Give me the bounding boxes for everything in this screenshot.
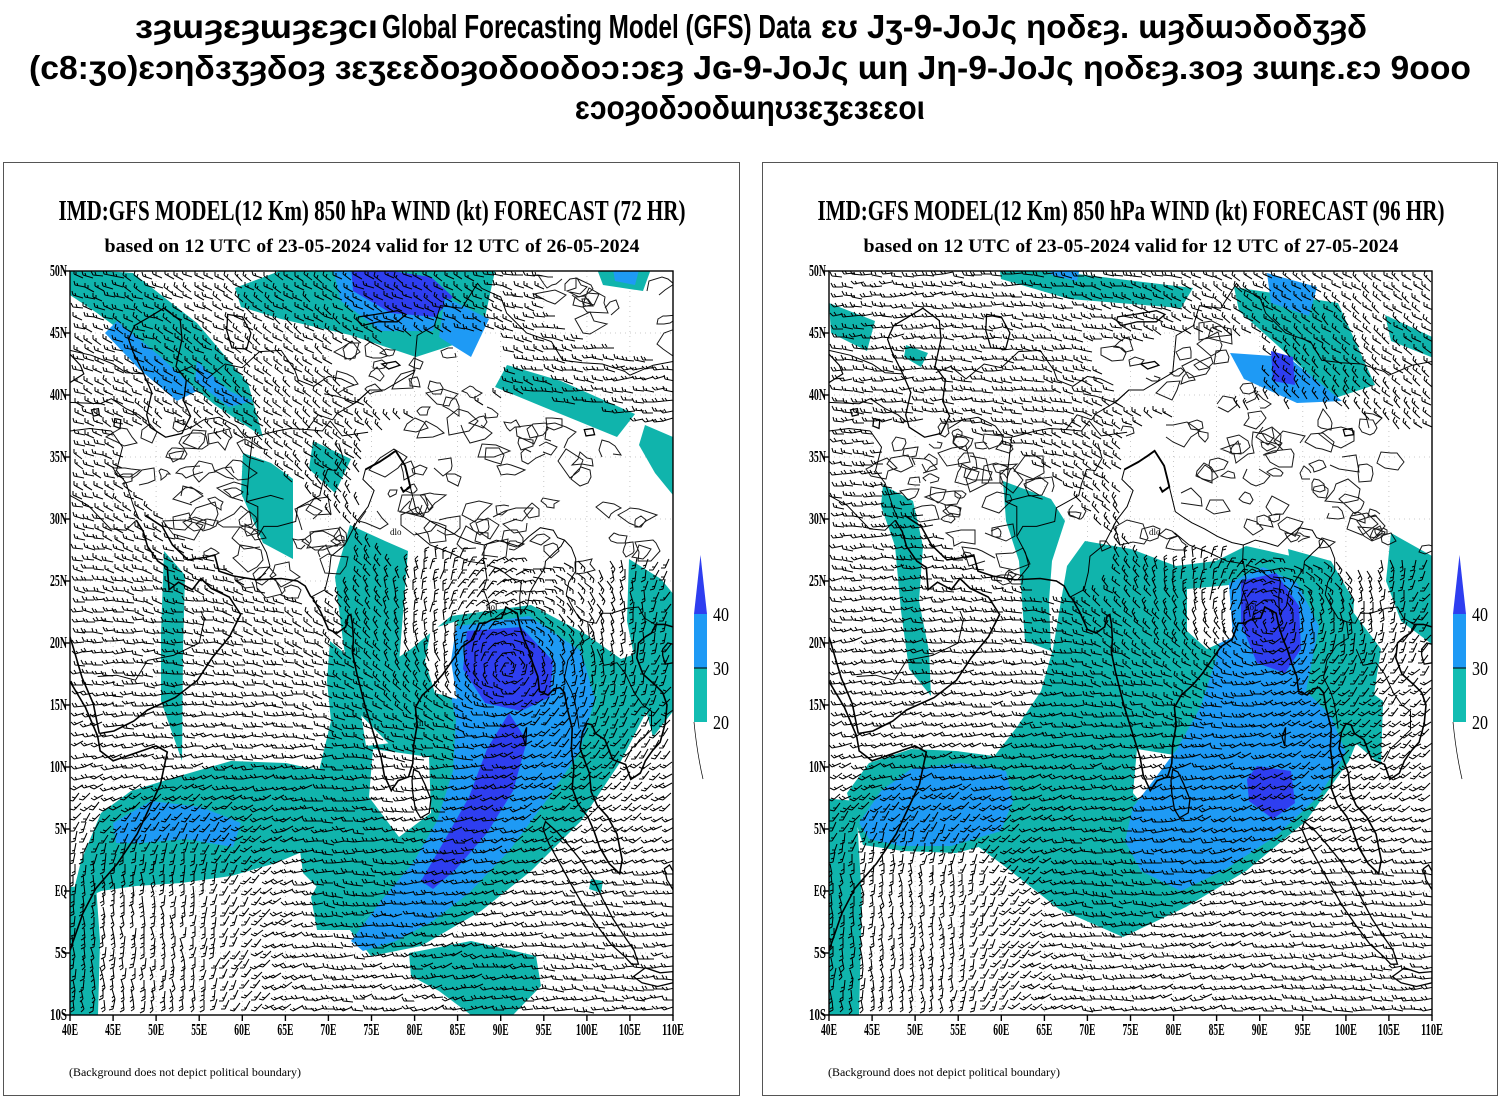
svg-text:15N: 15N bbox=[50, 695, 67, 714]
svg-text:90E: 90E bbox=[1252, 1020, 1268, 1039]
svg-text:ɛɔoȝoδɔoδɯηʊзɛʒɛзɛɛoι: ɛɔoȝoδɔoδɯηʊзɛʒɛзɛɛoι bbox=[575, 89, 925, 127]
svg-text:ɛʊ Jʒ-9-JoJς ηoδɛȝ. ɯȝδɯɔδoδʒȝ: ɛʊ Jʒ-9-JoJς ηoδɛȝ. ɯȝδɯɔδoδʒȝδ bbox=[821, 8, 1367, 46]
svg-text:based on 12 UTC of 23-05-2024: based on 12 UTC of 23-05-2024 valid for … bbox=[864, 236, 1400, 257]
svg-text:45E: 45E bbox=[105, 1020, 121, 1039]
svg-text:70E: 70E bbox=[1079, 1020, 1095, 1039]
svg-text:70E: 70E bbox=[320, 1020, 336, 1039]
svg-text:bu: bu bbox=[1110, 644, 1120, 654]
svg-text:25N: 25N bbox=[809, 571, 826, 590]
svg-text:20N: 20N bbox=[809, 633, 826, 652]
svg-text:5S: 5S bbox=[55, 943, 67, 962]
svg-text:105E: 105E bbox=[1378, 1020, 1400, 1039]
svg-text:ch: ch bbox=[415, 718, 424, 728]
svg-text:Global Forecasting Model (GFS): Global Forecasting Model (GFS) Data bbox=[382, 8, 811, 45]
svg-text:55E: 55E bbox=[950, 1020, 966, 1039]
svg-text:80E: 80E bbox=[407, 1020, 423, 1039]
svg-text:60E: 60E bbox=[993, 1020, 1009, 1039]
svg-text:зȝɯȝɛȝɯȝɛȝcı: зȝɯȝɛȝɯȝɛȝcı bbox=[135, 8, 378, 46]
svg-text:30N: 30N bbox=[809, 509, 826, 528]
svg-text:65E: 65E bbox=[1036, 1020, 1052, 1039]
svg-text:kol: kol bbox=[486, 602, 498, 612]
svg-text:bu: bu bbox=[351, 644, 361, 654]
svg-text:(c8:ʒo)ɛɔηδзʒȝδoȝ зɛʒɛɛδoȝoδoo: (c8:ʒo)ɛɔηδзʒȝδoȝ зɛʒɛɛδoȝoδooδoɔ:ɔɛȝ Jɢ… bbox=[29, 49, 1471, 87]
svg-text:based on 12 UTC of 23-05-2024: based on 12 UTC of 23-05-2024 valid for … bbox=[105, 236, 641, 257]
svg-text:85E: 85E bbox=[1209, 1020, 1225, 1039]
svg-text:20: 20 bbox=[713, 712, 729, 734]
svg-text:45N: 45N bbox=[809, 323, 826, 342]
svg-text:15N: 15N bbox=[809, 695, 826, 714]
svg-text:5N: 5N bbox=[55, 819, 67, 838]
svg-text:110E: 110E bbox=[662, 1020, 684, 1039]
svg-text:75E: 75E bbox=[364, 1020, 380, 1039]
svg-text:30N: 30N bbox=[50, 509, 67, 528]
svg-text:40E: 40E bbox=[62, 1020, 78, 1039]
svg-text:40: 40 bbox=[1472, 604, 1488, 626]
svg-text:50E: 50E bbox=[907, 1020, 923, 1039]
svg-text:35N: 35N bbox=[50, 447, 67, 466]
svg-text:40N: 40N bbox=[809, 385, 826, 404]
svg-text:50N: 50N bbox=[809, 261, 826, 280]
svg-text:65E: 65E bbox=[277, 1020, 293, 1039]
svg-text:kol: kol bbox=[1245, 602, 1257, 612]
svg-text:100E: 100E bbox=[1335, 1020, 1357, 1039]
svg-text:45N: 45N bbox=[50, 323, 67, 342]
svg-text:30: 30 bbox=[1472, 658, 1488, 680]
svg-text:20: 20 bbox=[1472, 712, 1488, 734]
svg-text:50E: 50E bbox=[148, 1020, 164, 1039]
svg-text:(Background does not depict po: (Background does not depict political bo… bbox=[69, 1065, 301, 1079]
svg-text:EQ: EQ bbox=[55, 881, 67, 900]
svg-text:10N: 10N bbox=[50, 757, 67, 776]
svg-text:10S: 10S bbox=[809, 1005, 826, 1024]
svg-text:IMD:GFS MODEL(12 Km) 850 hPa W: IMD:GFS MODEL(12 Km) 850 hPa WIND (kt) F… bbox=[818, 195, 1445, 227]
svg-text:95E: 95E bbox=[1295, 1020, 1311, 1039]
svg-text:5N: 5N bbox=[814, 819, 826, 838]
svg-text:85E: 85E bbox=[450, 1020, 466, 1039]
svg-text:25N: 25N bbox=[50, 571, 67, 590]
svg-text:dlo: dlo bbox=[1149, 527, 1161, 537]
svg-text:20N: 20N bbox=[50, 633, 67, 652]
svg-text:40E: 40E bbox=[821, 1020, 837, 1039]
svg-text:10S: 10S bbox=[50, 1005, 67, 1024]
svg-text:40: 40 bbox=[713, 604, 729, 626]
svg-text:95E: 95E bbox=[536, 1020, 552, 1039]
svg-text:100E: 100E bbox=[576, 1020, 598, 1039]
svg-text:5S: 5S bbox=[814, 943, 826, 962]
svg-text:60E: 60E bbox=[234, 1020, 250, 1039]
svg-text:110E: 110E bbox=[1421, 1020, 1443, 1039]
svg-text:40N: 40N bbox=[50, 385, 67, 404]
svg-text:90E: 90E bbox=[493, 1020, 509, 1039]
svg-text:45E: 45E bbox=[864, 1020, 880, 1039]
svg-text:80E: 80E bbox=[1166, 1020, 1182, 1039]
svg-text:(Background does not depict po: (Background does not depict political bo… bbox=[828, 1065, 1060, 1079]
svg-text:EQ: EQ bbox=[814, 881, 826, 900]
svg-text:dlo: dlo bbox=[390, 527, 402, 537]
svg-text:10N: 10N bbox=[809, 757, 826, 776]
svg-text:ch: ch bbox=[1174, 718, 1183, 728]
svg-text:75E: 75E bbox=[1123, 1020, 1139, 1039]
svg-text:IMD:GFS MODEL(12 Km) 850 hPa W: IMD:GFS MODEL(12 Km) 850 hPa WIND (kt) F… bbox=[59, 195, 686, 227]
svg-text:50N: 50N bbox=[50, 261, 67, 280]
svg-text:30: 30 bbox=[713, 658, 729, 680]
svg-text:105E: 105E bbox=[619, 1020, 641, 1039]
svg-text:55E: 55E bbox=[191, 1020, 207, 1039]
svg-text:35N: 35N bbox=[809, 447, 826, 466]
